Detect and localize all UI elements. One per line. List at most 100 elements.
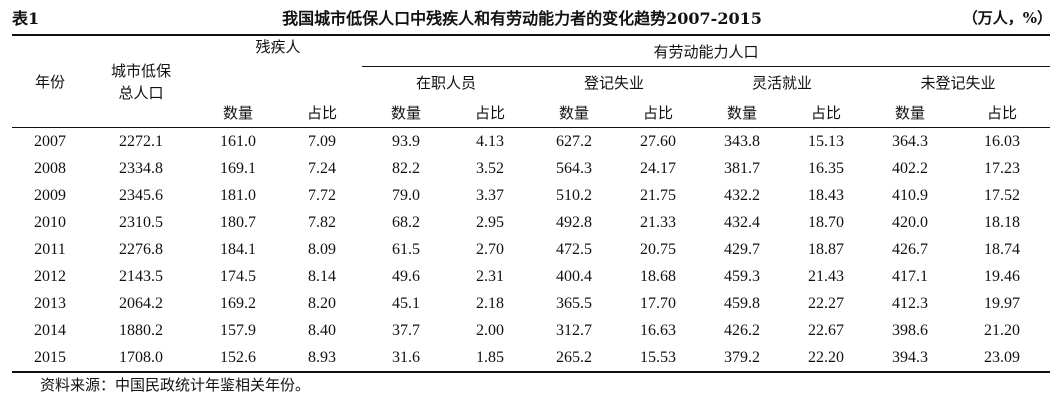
cell-employed-share: 2.31 — [476, 267, 505, 285]
table-row: 2009 2345.6 181.0 7.72 79.0 3.37 510.2 21.75 432… — [12, 182, 1050, 209]
cell-employed-share: 2.18 — [476, 294, 505, 312]
cell-registered-unemployed-share: 21.75 — [640, 186, 677, 204]
table-row: 2008 2334.8 169.1 7.24 82.2 3.52 564.3 24.17 381… — [12, 155, 1050, 182]
header-total: 城市低保 总人口 — [88, 34, 194, 128]
cell-flexible-count: 379.2 — [698, 344, 787, 373]
header-flexible: 灵活就业 — [752, 73, 813, 92]
cell-flexible-count: 432.2 — [724, 186, 761, 204]
table-row: 2012 2143.5 174.5 8.14 49.6 2.31 400.4 18.68 459… — [12, 263, 1050, 290]
cell-employed-count: 68.2 — [392, 213, 421, 231]
cell-total: 2334.8 — [119, 159, 163, 177]
cell-unregistered-unemployed-count: 398.6 — [892, 321, 929, 339]
cell-total: 1708.0 — [88, 344, 194, 373]
table-row: 2014 1880.2 157.9 8.40 37.7 2.00 312.7 16.63 426… — [12, 317, 1050, 344]
cell-registered-unemployed-share: 21.33 — [640, 213, 677, 231]
cell-flexible-share: 22.20 — [786, 344, 867, 373]
cell-employed-share: 3.37 — [476, 186, 505, 204]
cell-total: 2272.1 — [119, 132, 163, 150]
cell-registered-unemployed-share: 15.53 — [618, 344, 699, 373]
header-share: 占比 — [954, 97, 1051, 128]
header-count: 数量 — [194, 97, 282, 128]
header-share: 占比 — [450, 97, 531, 128]
cell-flexible-share: 15.13 — [808, 132, 845, 150]
cell-registered-unemployed-count: 400.4 — [556, 267, 593, 285]
cell-registered-unemployed-share: 27.60 — [640, 132, 677, 150]
cell-flexible-count: 426.2 — [724, 321, 761, 339]
cell-disabled-share: 7.82 — [308, 213, 336, 231]
cell-employed-count: 31.6 — [362, 344, 451, 373]
cell-registered-unemployed-count: 265.2 — [530, 344, 619, 373]
cell-flexible-count: 381.7 — [724, 159, 761, 177]
cell-registered-unemployed-share: 17.70 — [640, 294, 677, 312]
cell-flexible-count: 432.4 — [724, 213, 761, 231]
cell-employed-count: 79.0 — [392, 186, 421, 204]
cell-registered-unemployed-share: 20.75 — [640, 240, 677, 258]
cell-registered-unemployed-count: 312.7 — [556, 321, 593, 339]
cell-year: 2012 — [34, 267, 66, 285]
cell-total: 2276.8 — [119, 240, 163, 258]
cell-unregistered-unemployed-count: 402.2 — [892, 159, 929, 177]
cell-disabled-share: 7.09 — [308, 132, 336, 150]
cell-registered-unemployed-count: 492.8 — [556, 213, 593, 231]
cell-total: 2143.5 — [119, 267, 163, 285]
cell-flexible-share: 18.87 — [808, 240, 845, 258]
cell-registered-unemployed-share: 24.17 — [640, 159, 677, 177]
cell-disabled-count: 157.9 — [220, 321, 256, 339]
cell-disabled-share: 8.14 — [308, 267, 336, 285]
header-disabled: 残疾人 — [194, 34, 363, 97]
cell-unregistered-unemployed-share: 17.52 — [984, 186, 1021, 204]
cell-registered-unemployed-share: 16.63 — [640, 321, 677, 339]
table-row: 2007 2272.1 161.0 7.09 93.9 4.13 627.2 27.60 343… — [12, 128, 1050, 156]
table-body: 2007 2272.1 161.0 7.09 93.9 4.13 627.2 27.60 343… — [12, 128, 1051, 373]
cell-registered-unemployed-count: 365.5 — [556, 294, 593, 312]
cell-total: 2345.6 — [119, 186, 163, 204]
cell-employed-share: 2.95 — [476, 213, 505, 231]
cell-registered-unemployed-count: 564.3 — [556, 159, 593, 177]
cell-disabled-count: 152.6 — [194, 344, 282, 373]
cell-employed-share: 2.70 — [476, 240, 505, 258]
cell-registered-unemployed-share: 18.68 — [640, 267, 677, 285]
table-row: 2013 2064.2 169.2 8.20 45.1 2.18 365.5 17.70 459… — [12, 290, 1050, 317]
cell-disabled-count: 169.1 — [220, 159, 256, 177]
cell-unregistered-unemployed-share: 16.03 — [984, 132, 1021, 150]
table-header: 年份 城市低保 总人口 残疾人 有劳动能力人口 在职人员 登记失业 灵活就业 未… — [12, 34, 1051, 128]
cell-unregistered-unemployed-share: 19.46 — [984, 267, 1021, 285]
header-count: 数量 — [866, 97, 955, 128]
cell-unregistered-unemployed-share: 21.20 — [984, 321, 1021, 339]
cell-year: 2007 — [34, 132, 66, 150]
cell-employed-share: 3.52 — [476, 159, 505, 177]
cell-flexible-count: 429.7 — [724, 240, 761, 258]
table-footnote: 资料来源：中国民政统计年鉴相关年份。 — [40, 376, 311, 394]
header-year: 年份 — [12, 34, 88, 128]
cell-unregistered-unemployed-share: 19.97 — [984, 294, 1021, 312]
cell-flexible-count: 343.8 — [724, 132, 761, 150]
table-label: 表1 — [12, 9, 40, 28]
header-total-line1: 城市低保 — [110, 61, 171, 80]
cell-unregistered-unemployed-count: 364.3 — [892, 132, 929, 150]
cell-flexible-count: 459.3 — [724, 267, 761, 285]
cell-flexible-share: 21.43 — [808, 267, 845, 285]
cell-year: 2013 — [34, 294, 66, 312]
cell-registered-unemployed-count: 510.2 — [556, 186, 593, 204]
cell-flexible-share: 18.43 — [808, 186, 845, 204]
cell-flexible-share: 22.67 — [808, 321, 845, 339]
table-title: 我国城市低保人口中残疾人和有劳动能力者的变化趋势2007-2015 — [282, 9, 762, 28]
table-row: 2015 1708.0 152.6 8.93 31.6 1.85 265.2 15.53 379… — [12, 344, 1051, 373]
table-unit: （万人，%） — [962, 8, 1052, 27]
cell-unregistered-unemployed-share: 17.23 — [984, 159, 1021, 177]
cell-total: 2310.5 — [119, 213, 163, 231]
header-share: 占比 — [786, 97, 867, 128]
header-share: 占比 — [618, 97, 699, 128]
cell-disabled-share: 7.24 — [308, 159, 336, 177]
cell-employed-count: 61.5 — [392, 240, 421, 258]
table-row: 2010 2310.5 180.7 7.82 68.2 2.95 492.8 21.33 432… — [12, 209, 1050, 236]
cell-flexible-share: 22.27 — [808, 294, 845, 312]
cell-employed-count: 82.2 — [392, 159, 421, 177]
header-count: 数量 — [530, 97, 619, 128]
header-unregistered-unemployed: 未登记失业 — [920, 73, 996, 92]
cell-disabled-share: 8.40 — [308, 321, 336, 339]
cell-employed-share: 4.13 — [476, 132, 505, 150]
header-employed: 在职人员 — [416, 73, 477, 92]
cell-registered-unemployed-count: 472.5 — [556, 240, 593, 258]
cell-unregistered-unemployed-count: 410.9 — [892, 186, 929, 204]
